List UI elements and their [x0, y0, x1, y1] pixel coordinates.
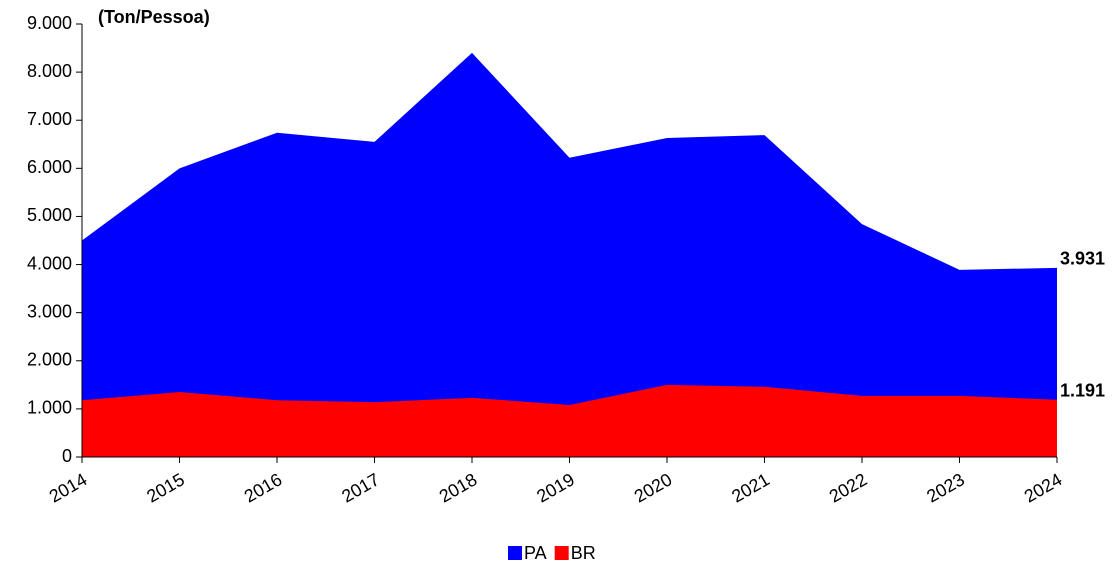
x-tick-label: 2014: [46, 469, 91, 506]
y-tick-label: 4.000: [27, 253, 72, 273]
y-tick-label: 0: [62, 446, 72, 466]
x-tick-label: 2018: [436, 469, 481, 506]
x-tick-label: 2022: [826, 469, 871, 506]
x-tick-label: 2017: [338, 469, 383, 506]
area: [82, 52, 1057, 457]
x-tick-label: 2023: [923, 469, 968, 506]
legend-swatch: [554, 546, 569, 560]
x-tick-label: 2016: [241, 469, 286, 506]
x-tick-label: 2024: [1021, 469, 1066, 506]
x-tick-label: 2020: [631, 469, 676, 506]
legend-label: PA: [524, 543, 547, 563]
x-tick-label: 2019: [533, 469, 578, 506]
y-tick-label: 5.000: [27, 205, 72, 225]
x-tick-label: 2021: [728, 469, 773, 506]
x-tick-label: 2015: [143, 469, 188, 506]
legend-label: BR: [571, 543, 596, 563]
y-tick-label: 8.000: [27, 61, 72, 81]
y-tick-label: 2.000: [27, 350, 72, 370]
y-tick-label: 6.000: [27, 157, 72, 177]
area: [82, 384, 1057, 457]
legend-swatch: [508, 546, 522, 560]
y-tick-label: 9.000: [27, 13, 72, 33]
y-tick-label: 1.000: [27, 398, 72, 418]
value-label: 1.191: [1060, 380, 1105, 400]
value-label: 3.931: [1060, 249, 1105, 269]
y-tick-label: 7.000: [27, 109, 72, 129]
y-axis-label: (Ton/Pessoa): [98, 7, 210, 27]
y-tick-label: 3.000: [27, 301, 72, 321]
